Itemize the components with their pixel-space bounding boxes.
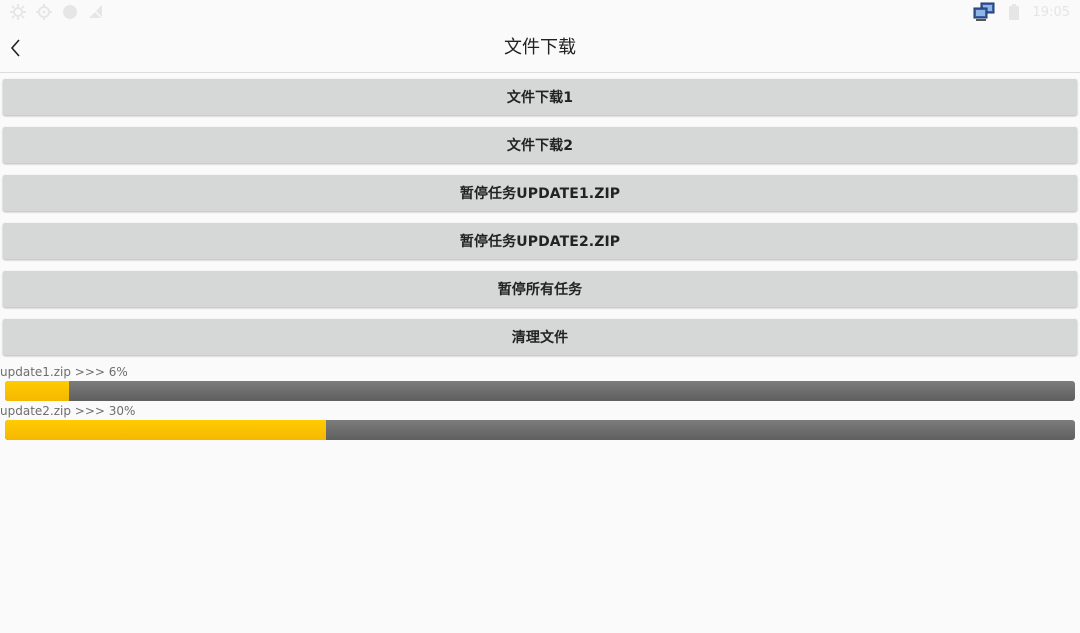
download-1-progress-bar — [5, 381, 1075, 401]
chevron-left-icon — [10, 39, 20, 57]
app-toolbar: 文件下载 — [0, 24, 1080, 73]
download-file-1-button[interactable]: 文件下载1 — [3, 79, 1077, 115]
download-1-progress-fill — [5, 381, 70, 401]
signal-off-icon — [88, 4, 104, 20]
status-bar: 19:05 — [0, 0, 1080, 24]
download-1-label: update1.zip >>> 6% — [0, 365, 128, 379]
download-2-progress-bar — [5, 420, 1075, 440]
download-2-label: update2.zip >>> 30% — [0, 404, 136, 418]
page-title: 文件下载 — [504, 37, 576, 58]
action-buttons: 文件下载1 文件下载2 暂停任务UPDATE1.ZIP 暂停任务UPDATE2.… — [3, 79, 1077, 367]
location-icon — [36, 4, 52, 20]
download-file-2-button[interactable]: 文件下载2 — [3, 127, 1077, 163]
circle-icon — [63, 5, 77, 19]
back-button[interactable] — [0, 24, 30, 72]
network-icon — [973, 2, 995, 21]
download-2-progress-fill — [5, 420, 326, 440]
status-time: 19:05 — [1032, 4, 1070, 20]
pause-update1-button[interactable]: 暂停任务UPDATE1.ZIP — [3, 175, 1077, 211]
clean-files-button[interactable]: 清理文件 — [3, 319, 1077, 355]
pause-update2-button[interactable]: 暂停任务UPDATE2.ZIP — [3, 223, 1077, 259]
status-bar-left-icons — [10, 4, 104, 20]
battery-icon — [1008, 4, 1019, 20]
status-bar-right: 19:05 — [973, 2, 1070, 22]
settings-gear-icon — [10, 4, 26, 20]
pause-all-button[interactable]: 暂停所有任务 — [3, 271, 1077, 307]
